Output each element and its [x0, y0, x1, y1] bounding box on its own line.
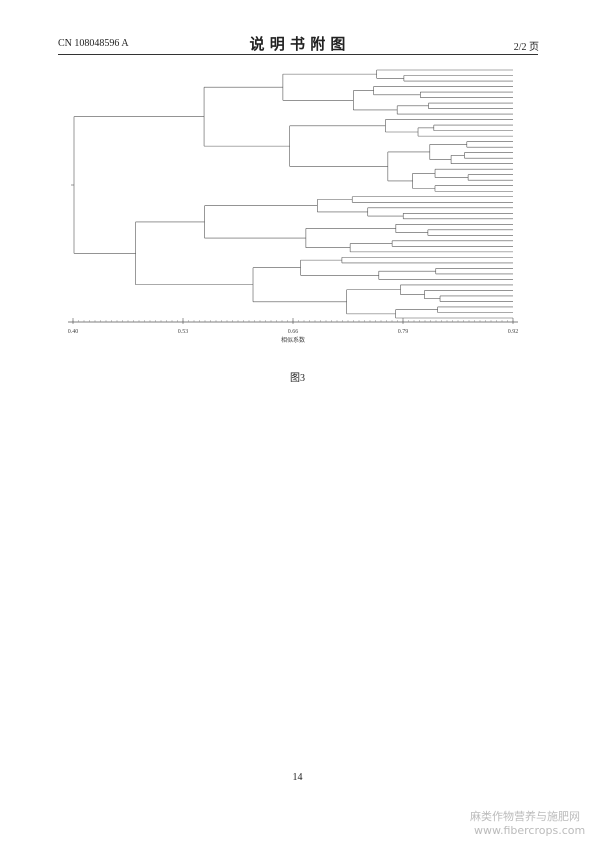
tick-label: 0.53	[178, 329, 189, 335]
header-rule	[58, 54, 538, 55]
page-number: 14	[292, 772, 303, 783]
tick-label: 0.40	[68, 329, 79, 335]
tick-label: 0.66	[288, 329, 299, 335]
figure-caption: 图3	[290, 373, 305, 384]
header-title: 说 明 书 附 图	[249, 35, 346, 53]
doc-number: CN 108048596 A	[58, 38, 129, 49]
dendrogram: 0.40 0.53 0.66 0.79 0.92 相似系数	[68, 69, 519, 344]
tree	[71, 69, 513, 319]
watermark-url: www.fibercrops.com	[474, 824, 586, 837]
axis: 0.40 0.53 0.66 0.79 0.92	[68, 318, 519, 335]
tick-label: 0.92	[508, 329, 519, 335]
watermark-cn: 麻类作物营养与施肥网	[470, 810, 580, 823]
axis-label: 相似系数	[281, 336, 305, 344]
page-of: 2/2 页	[513, 42, 539, 53]
tick-label: 0.79	[398, 329, 409, 335]
